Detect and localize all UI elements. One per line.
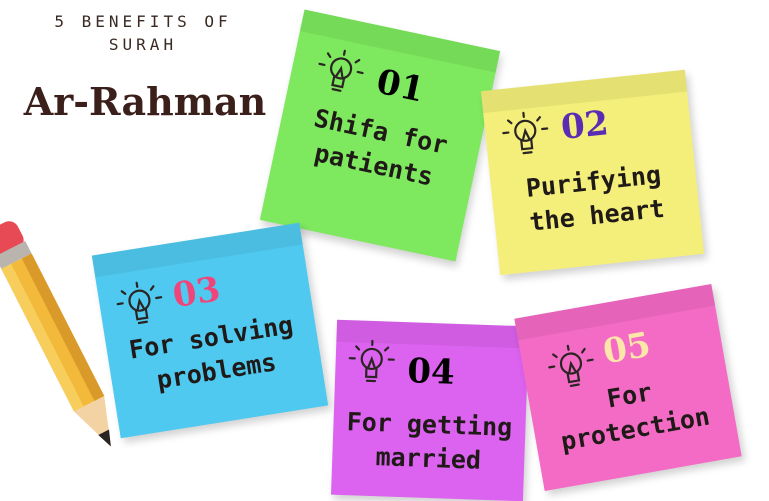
benefit-note-3: 03 For solving problems: [92, 223, 328, 439]
lightbulb-icon: [110, 275, 169, 334]
subtitle: 5 BENEFITS OF SURAH: [18, 10, 268, 56]
note-number: 03: [170, 270, 223, 315]
page-title: Ar-Rahman: [14, 80, 276, 124]
note-number: 01: [373, 63, 427, 110]
note-number: 02: [559, 104, 610, 147]
lightbulb-icon: [309, 42, 371, 104]
benefit-note-4: 04 For getting married: [331, 320, 529, 501]
note-number: 04: [407, 352, 456, 392]
note-number: 05: [600, 326, 653, 372]
subtitle-line-1: 5 BENEFITS OF: [18, 10, 268, 33]
lightbulb-icon: [345, 336, 399, 390]
lightbulb-icon: [497, 106, 554, 163]
benefit-note-5: 05 For protection: [514, 284, 741, 491]
benefit-note-2: 02 Purifying the heart: [481, 70, 704, 275]
note-text-line-2: married: [332, 440, 525, 479]
subtitle-line-2: SURAH: [18, 33, 268, 56]
note-text-line-1: For getting: [333, 406, 526, 445]
